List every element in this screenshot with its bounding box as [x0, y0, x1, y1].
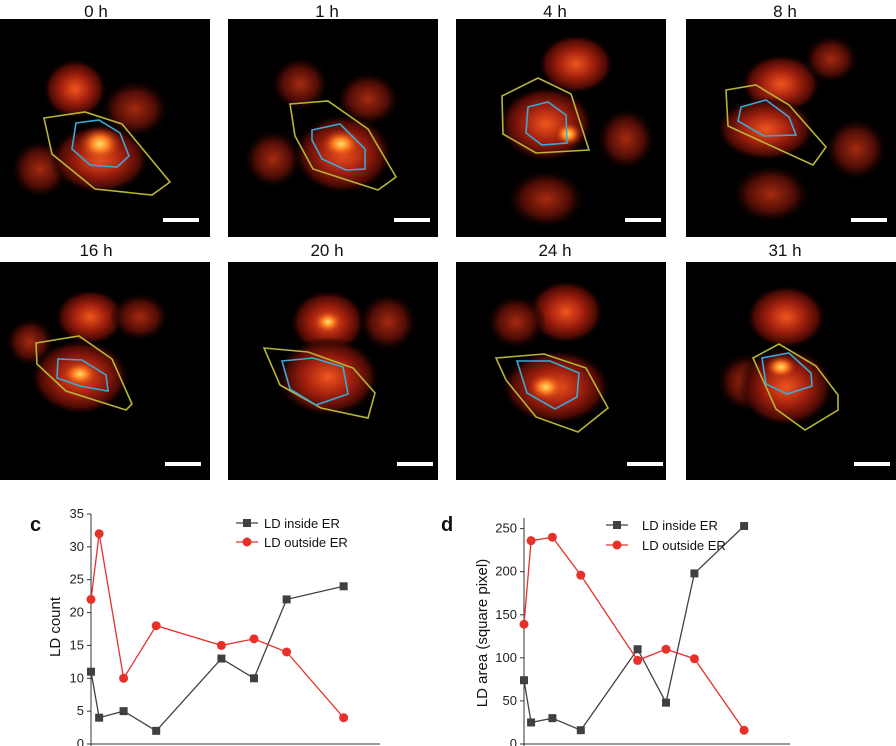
y-tick-label: 100	[495, 650, 517, 665]
data-point	[740, 522, 749, 531]
series-line	[523, 525, 745, 732]
chart-c-y-axis-label: LD count	[47, 596, 64, 657]
micrograph-31h	[686, 262, 896, 480]
legend-swatch-marker	[613, 521, 621, 529]
y-tick-label: 200	[495, 564, 517, 579]
y-tick-label: 10	[70, 670, 84, 685]
data-point	[86, 594, 96, 604]
micrograph-1h	[228, 19, 438, 237]
chart-d-panel-letter: d	[441, 514, 453, 536]
data-point	[576, 726, 585, 735]
y-tick-label: 0	[77, 736, 84, 746]
data-point	[547, 532, 557, 542]
chart-c-legend: LD inside ER LD outside ER	[236, 516, 348, 550]
scale-bar	[163, 218, 199, 222]
legend-swatch-marker	[612, 540, 622, 550]
data-point	[576, 570, 586, 580]
data-point	[250, 674, 258, 683]
legend-label-outside: LD outside ER	[642, 538, 726, 553]
scale-bar	[854, 462, 890, 466]
micrograph-24h	[456, 262, 666, 480]
data-point	[217, 654, 226, 663]
panel-title-0h: 0 h	[84, 2, 108, 21]
data-point	[152, 726, 161, 735]
y-tick-label: 150	[495, 607, 517, 622]
chart-d-legend: LD inside ER LD outside ER	[606, 518, 726, 553]
micrograph-16h	[0, 262, 210, 480]
scale-bar	[394, 218, 430, 222]
panel-title-24h: 24 h	[538, 241, 572, 260]
data-point	[282, 595, 291, 604]
data-point	[249, 634, 259, 644]
micrograph-20h	[228, 262, 438, 480]
line-charts: c 0 5 10 15 20 25 30 35 LD count LD inside ER L…	[30, 506, 790, 746]
y-tick-label: 0	[510, 736, 517, 746]
data-point	[119, 707, 128, 716]
legend-swatch-marker	[242, 537, 252, 547]
series-line	[90, 533, 345, 719]
micrograph-8h	[686, 19, 896, 237]
data-point	[526, 536, 536, 546]
scale-bar	[625, 218, 661, 222]
data-point	[119, 673, 129, 683]
series-line	[90, 585, 344, 732]
data-point	[520, 676, 528, 685]
data-point	[94, 529, 104, 539]
legend-label-inside: LD inside ER	[642, 518, 718, 533]
data-point	[661, 644, 671, 654]
scale-bar	[397, 462, 433, 466]
data-point	[339, 582, 348, 591]
data-point	[95, 713, 104, 722]
panel-title-8h: 8 h	[773, 2, 797, 21]
data-point	[548, 714, 557, 723]
y-tick-label: 250	[495, 521, 517, 536]
scale-bar	[165, 462, 201, 466]
chart-c-panel-letter: c	[30, 514, 41, 536]
data-point	[633, 645, 642, 654]
legend-swatch-marker	[243, 519, 251, 527]
y-tick-label: 20	[70, 605, 84, 620]
data-point	[689, 654, 699, 664]
y-tick-label: 15	[70, 637, 84, 652]
micrograph-0h	[0, 19, 210, 237]
data-point	[282, 647, 292, 657]
panel-title-16h: 16 h	[79, 241, 113, 260]
legend-label-outside: LD outside ER	[264, 535, 348, 550]
data-point	[690, 569, 699, 578]
y-tick-label: 25	[70, 572, 84, 587]
data-point	[216, 640, 226, 650]
legend-label-inside: LD inside ER	[264, 516, 340, 531]
data-point	[527, 718, 536, 727]
chart-d-y-axis-label: LD area (square pixel)	[474, 559, 491, 707]
y-tick-label: 5	[77, 703, 84, 718]
data-point	[633, 655, 643, 665]
data-point	[339, 713, 349, 723]
y-tick-label: 50	[503, 693, 517, 708]
panel-title-4h: 4 h	[543, 2, 567, 21]
panel-title-31h: 31 h	[768, 241, 802, 260]
scale-bar	[627, 462, 663, 466]
y-tick-label: 35	[70, 506, 84, 521]
data-point	[87, 667, 95, 676]
data-point	[739, 725, 749, 735]
data-point	[662, 698, 670, 707]
y-tick-label: 30	[70, 539, 84, 554]
data-point	[519, 619, 529, 629]
panel-title-20h: 20 h	[310, 241, 344, 260]
micrograph-4h	[456, 19, 666, 237]
series-line	[523, 536, 745, 731]
scale-bar	[851, 218, 887, 222]
data-point	[151, 621, 161, 631]
panel-title-1h: 1 h	[315, 2, 339, 21]
